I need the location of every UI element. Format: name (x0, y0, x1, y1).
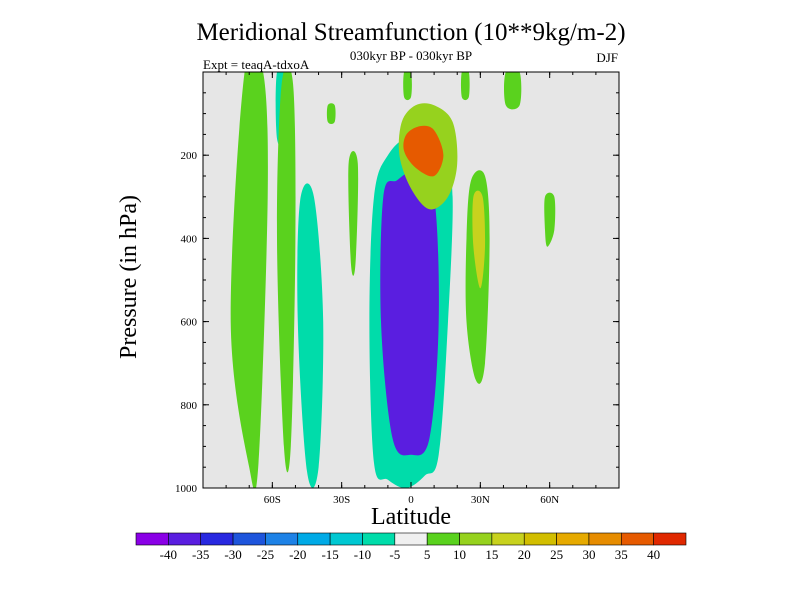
colorbar-swatch (232, 532, 266, 546)
colorbar-label: 40 (647, 547, 660, 562)
contour-green-patch-upper-45n (504, 72, 522, 110)
y-tick-label: 400 (181, 233, 198, 245)
colorbar-label: 30 (582, 547, 595, 562)
experiment-label: Expt = teaqA-tdxoA (203, 57, 310, 72)
colorbar-swatch (426, 532, 460, 546)
colorbar-swatch (459, 532, 493, 546)
colorbar-swatch (297, 532, 331, 546)
colorbar-swatch (653, 532, 687, 546)
y-tick-label: 200 (181, 150, 198, 162)
colorbar-swatch (265, 532, 299, 546)
contour-positive-core-30n (472, 190, 486, 289)
x-tick-label: 0 (408, 494, 414, 506)
colorbar-label: -35 (192, 547, 209, 562)
colorbar-label: -15 (321, 547, 338, 562)
colorbar-swatch (491, 532, 525, 546)
colorbar-swatch (556, 532, 590, 546)
y-tick-label: 1000 (175, 483, 198, 495)
contour-equatorial-negative-core (380, 171, 439, 456)
colorbar-label: -10 (354, 547, 371, 562)
colorbar-label: 25 (550, 547, 563, 562)
contour-green-patch-upper-25n (460, 72, 470, 101)
chart-subtitle: 030kyr BP - 030kyr BP (350, 48, 472, 63)
colorbar-label: -25 (257, 547, 274, 562)
colorbar-swatch (588, 532, 622, 546)
x-tick-label: 60S (264, 494, 281, 506)
colorbar-label: -20 (289, 547, 306, 562)
colorbar-label: -40 (160, 547, 177, 562)
colorbar-swatch (523, 532, 557, 546)
contour-green-band-50s (276, 72, 296, 473)
y-tick-label: 600 (181, 317, 198, 329)
x-tick-label: 30S (333, 494, 350, 506)
contour-green-strip-25s (348, 151, 359, 276)
colorbar-swatch (200, 532, 234, 546)
x-tick-label: 60N (540, 494, 559, 506)
y-tick-label: 800 (181, 400, 198, 412)
colorbar-swatch (394, 532, 428, 546)
chart-title: Meridional Streamfunction (10**9kg/m-2) (196, 19, 625, 46)
colorbar-label: 35 (615, 547, 628, 562)
colorbar-label: 20 (518, 547, 531, 562)
colorbar-swatch (620, 532, 654, 546)
contour-green-strip-32s (326, 103, 336, 124)
colorbar-label: 5 (424, 547, 431, 562)
contour-green-strip-eq (403, 72, 412, 101)
contour-upper-positive-core (403, 125, 444, 177)
colorbar-label: -5 (389, 547, 400, 562)
colorbar-swatch (135, 532, 169, 546)
colorbar-label: 15 (485, 547, 498, 562)
colorbar-label: -30 (224, 547, 241, 562)
contour-green-patch-60n (544, 192, 556, 247)
contour-cyan-band-40s (297, 183, 324, 488)
colorbar-swatch (329, 532, 363, 546)
x-axis-label: Latitude (371, 504, 451, 530)
y-axis-label: Pressure (in hPa) (116, 195, 142, 359)
season-label: DJF (596, 50, 618, 65)
colorbar-swatch (168, 532, 202, 546)
colorbar-label: 10 (453, 547, 466, 562)
colorbar-swatch (362, 532, 396, 546)
contour-green-band-60s (230, 72, 268, 488)
x-tick-label: 30N (471, 494, 490, 506)
